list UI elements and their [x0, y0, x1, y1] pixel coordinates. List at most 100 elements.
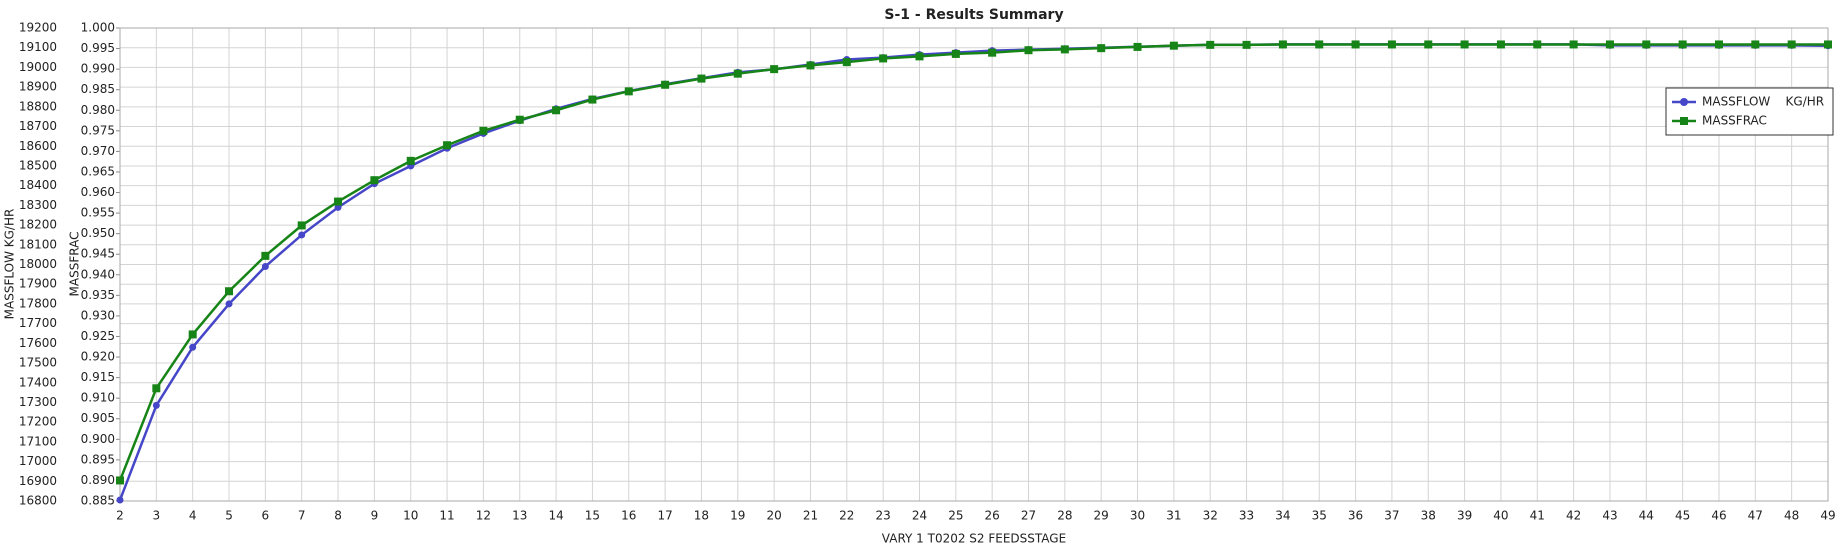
y2-tick-label: 0.890 — [81, 473, 115, 487]
x-tick-label: 49 — [1820, 509, 1835, 523]
marker — [1133, 42, 1142, 51]
marker — [261, 262, 269, 270]
y-tick-label: 16900 — [19, 474, 57, 488]
x-tick-label: 42 — [1566, 509, 1581, 523]
y-tick-label: 17500 — [19, 356, 57, 370]
y-tick-label: 18100 — [19, 237, 57, 251]
x-tick-label: 2 — [116, 509, 124, 523]
marker — [915, 52, 924, 61]
y-tick-label: 17800 — [19, 296, 57, 310]
marker — [1642, 40, 1651, 49]
x-tick-label: 8 — [334, 509, 342, 523]
y-tick-label: 19000 — [19, 60, 57, 74]
x-tick-label: 23 — [876, 509, 891, 523]
marker — [1278, 40, 1287, 49]
marker — [443, 141, 452, 150]
x-tick-label: 36 — [1348, 509, 1363, 523]
y2-tick-label: 0.985 — [81, 82, 115, 96]
plot-frame — [119, 27, 1829, 502]
x-tick-label: 5 — [225, 509, 233, 523]
y-tick-label: 16800 — [19, 494, 57, 508]
marker — [1206, 40, 1215, 49]
marker — [116, 496, 124, 504]
y-tick-label: 17300 — [19, 395, 57, 409]
marker — [951, 49, 960, 58]
marker — [1569, 40, 1578, 49]
y2-tick-label: 0.995 — [81, 41, 115, 55]
x-tick-label: 20 — [766, 509, 781, 523]
y-tick-label: 18800 — [19, 99, 57, 113]
x-tick-label: 15 — [585, 509, 600, 523]
x-tick-label: 43 — [1602, 509, 1617, 523]
marker — [1460, 40, 1469, 49]
marker — [879, 54, 888, 63]
y2-tick-label: 0.970 — [81, 144, 115, 158]
x-tick-label: 24 — [912, 509, 927, 523]
marker — [1242, 40, 1251, 49]
y2-tick-label: 0.915 — [81, 370, 115, 384]
legend-box — [1665, 87, 1834, 136]
x-tick-label: 4 — [189, 509, 197, 523]
x-tick-label: 31 — [1166, 509, 1181, 523]
x-tick-label: 6 — [262, 509, 270, 523]
marker — [515, 115, 524, 124]
marker — [261, 251, 270, 260]
marker — [842, 58, 851, 67]
x-tick-label: 37 — [1384, 509, 1399, 523]
y2-tick-label: 0.905 — [81, 411, 115, 425]
marker — [1387, 40, 1396, 49]
y2-tick-label: 0.920 — [81, 350, 115, 364]
y2-tick-label: 0.910 — [81, 391, 115, 405]
marker — [1533, 40, 1542, 49]
y2-tick-label: 0.990 — [81, 62, 115, 76]
y-tick-label: 18000 — [19, 257, 57, 271]
marker — [334, 197, 343, 206]
y2-tick-label: 0.930 — [81, 308, 115, 322]
y2-tick-label: 0.965 — [81, 164, 115, 178]
x-tick-label: 27 — [1021, 509, 1036, 523]
x-tick-label: 16 — [621, 509, 636, 523]
marker — [1351, 40, 1360, 49]
marker — [1678, 40, 1687, 49]
x-tick-label: 13 — [512, 509, 527, 523]
marker — [116, 476, 124, 485]
y2-tick-label: 0.940 — [81, 267, 115, 281]
y-tick-label: 18300 — [19, 198, 57, 212]
x-tick-label: 32 — [1203, 509, 1218, 523]
x-tick-label: 7 — [298, 509, 306, 523]
x-tick-label: 21 — [803, 509, 818, 523]
y-tick-label: 17900 — [19, 277, 57, 291]
y-tick-label: 17700 — [19, 316, 57, 330]
marker — [479, 126, 488, 135]
legend-label: MASSFLOW KG/HR — [1702, 95, 1824, 109]
marker — [661, 80, 670, 89]
x-tick-label: 10 — [403, 509, 418, 523]
x-tick-label: 12 — [476, 509, 491, 523]
y-tick-label: 19100 — [19, 40, 57, 54]
y-tick-label: 19200 — [19, 21, 57, 35]
marker — [624, 87, 633, 96]
marker — [1787, 40, 1796, 49]
marker — [1605, 40, 1614, 49]
marker — [1714, 40, 1723, 49]
y-tick-label: 17200 — [19, 415, 57, 429]
marker — [733, 69, 742, 78]
y2-tick-label: 0.960 — [81, 185, 115, 199]
marker — [552, 106, 561, 115]
y2-tick-label: 0.975 — [81, 123, 115, 137]
x-tick-label: 45 — [1675, 509, 1690, 523]
y2-tick-label: 0.895 — [81, 452, 115, 466]
x-tick-label: 35 — [1312, 509, 1327, 523]
y2-tick-label: 0.925 — [81, 329, 115, 343]
marker — [988, 48, 997, 57]
x-tick-label: 19 — [730, 509, 745, 523]
x-tick-label: 34 — [1275, 509, 1290, 523]
y-tick-label: 18700 — [19, 119, 57, 133]
y2-tick-label: 0.945 — [81, 247, 115, 261]
x-tick-label: 44 — [1639, 509, 1654, 523]
x-tick-label: 48 — [1784, 509, 1799, 523]
y2-tick-label: 0.980 — [81, 103, 115, 117]
marker — [188, 330, 197, 339]
